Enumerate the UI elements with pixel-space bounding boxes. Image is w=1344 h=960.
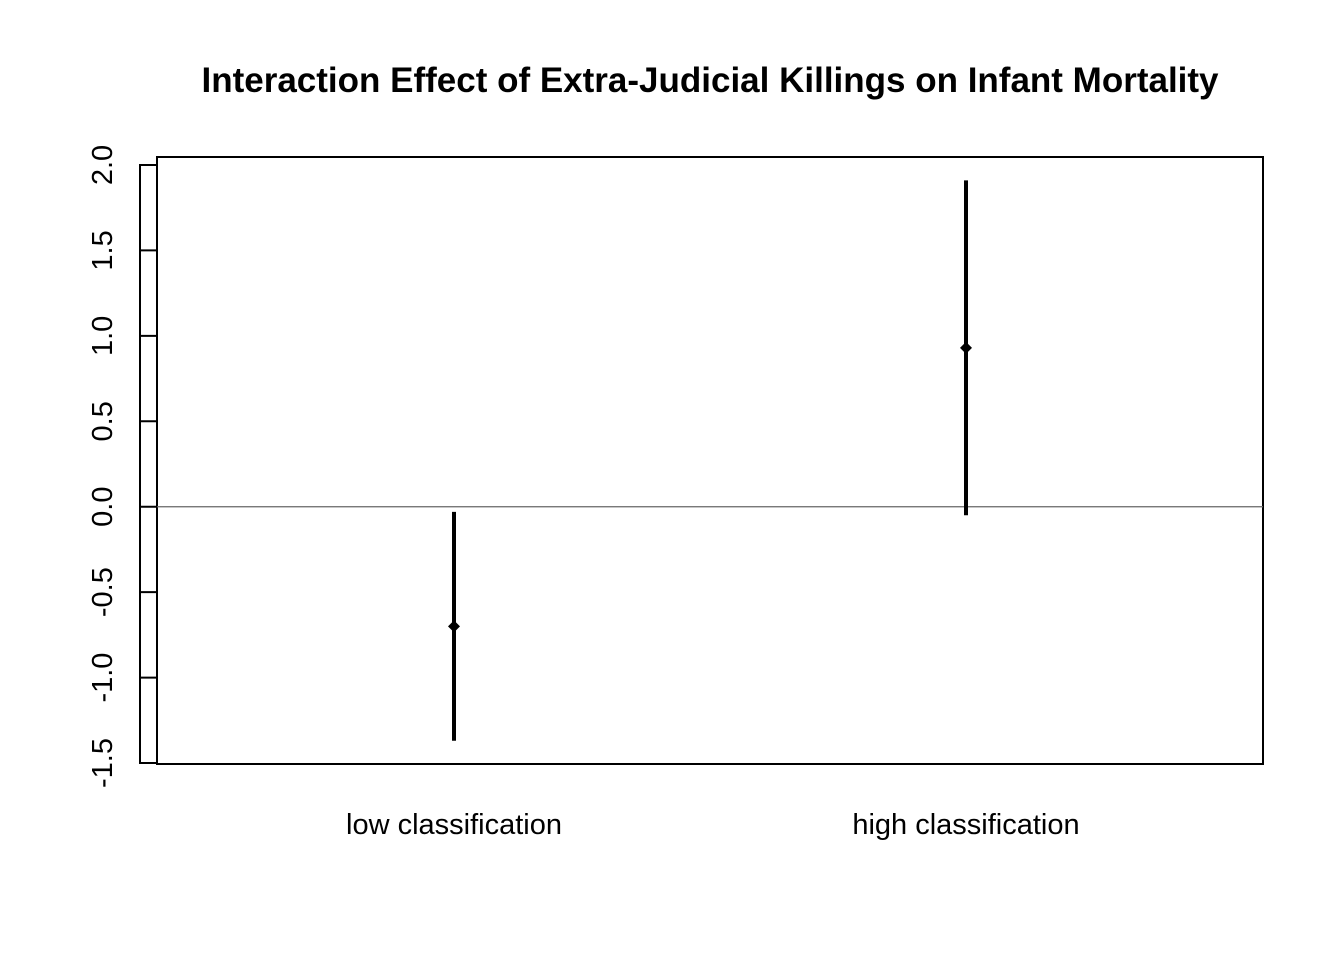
point-estimate <box>448 620 460 633</box>
y-tick-label: 0.5 <box>87 401 119 441</box>
y-tick-label: 1.0 <box>87 316 119 356</box>
y-tick-label: -1.5 <box>87 738 119 788</box>
y-axis: -1.5 -1.0 -0.5 0.0 0.5 1.0 1.5 2.0 <box>87 145 157 788</box>
y-tick-label: 2.0 <box>87 145 119 185</box>
point-estimate <box>960 341 972 354</box>
x-category-label: low classification <box>346 809 562 841</box>
y-tick-label: -0.5 <box>87 567 119 617</box>
x-category-label: high classification <box>852 809 1079 841</box>
y-tick-label: 0.0 <box>87 487 119 527</box>
plot-frame <box>156 156 1264 765</box>
estimate-marks <box>448 180 972 741</box>
x-category-labels: low classification high classification <box>346 809 1080 841</box>
y-tick-label: 1.5 <box>87 230 119 270</box>
chart-title: Interaction Effect of Extra-Judicial Kil… <box>201 61 1219 100</box>
y-tick-label: -1.0 <box>87 653 119 703</box>
